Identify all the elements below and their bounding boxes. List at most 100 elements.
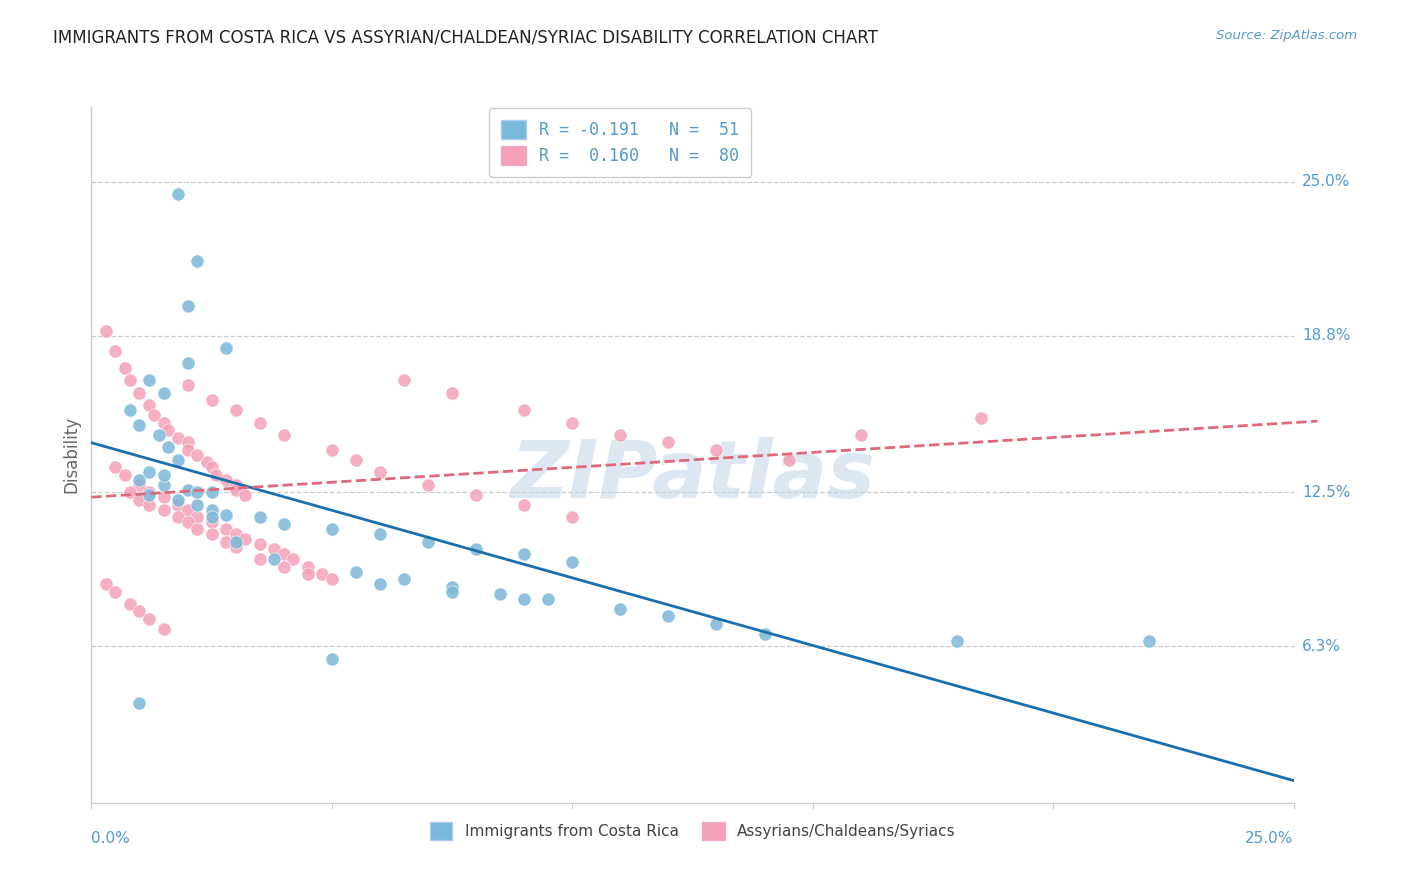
Point [195, 455, 218, 469]
Point [104, 584, 127, 599]
Point [273, 559, 295, 574]
Point [201, 485, 224, 500]
Point [186, 498, 208, 512]
Point [186, 448, 208, 462]
Point [609, 602, 631, 616]
Point [138, 488, 160, 502]
Point [311, 567, 333, 582]
Point [176, 502, 198, 516]
Point [273, 517, 295, 532]
Point [152, 467, 174, 482]
Point [1137, 634, 1160, 648]
Point [368, 527, 391, 541]
Point [513, 403, 536, 417]
Point [215, 508, 238, 522]
Point [138, 466, 160, 480]
Point [186, 510, 208, 524]
Point [537, 592, 560, 607]
Point [321, 572, 343, 586]
Text: ZIPatlas: ZIPatlas [510, 437, 875, 515]
Point [297, 559, 319, 574]
Point [440, 385, 463, 400]
Point [176, 442, 198, 457]
Point [225, 403, 247, 417]
Point [706, 616, 728, 631]
Point [176, 378, 198, 392]
Point [128, 605, 150, 619]
Point [167, 492, 190, 507]
Point [186, 254, 208, 268]
Point [186, 485, 208, 500]
Point [128, 385, 150, 400]
Point [176, 515, 198, 529]
Point [970, 410, 993, 425]
Point [152, 622, 174, 636]
Point [368, 577, 391, 591]
Point [215, 473, 238, 487]
Text: IMMIGRANTS FROM COSTA RICA VS ASSYRIAN/CHALDEAN/SYRIAC DISABILITY CORRELATION CH: IMMIGRANTS FROM COSTA RICA VS ASSYRIAN/C… [53, 29, 879, 46]
Point [249, 510, 271, 524]
Point [167, 510, 190, 524]
Point [148, 428, 170, 442]
Point [225, 477, 247, 491]
Point [201, 460, 224, 475]
Point [946, 634, 969, 648]
Point [138, 612, 160, 626]
Point [225, 483, 247, 497]
Point [440, 580, 463, 594]
Point [167, 431, 190, 445]
Point [138, 498, 160, 512]
Point [283, 552, 305, 566]
Point [344, 453, 367, 467]
Point [128, 418, 150, 433]
Legend: Immigrants from Costa Rica, Assyrians/Chaldeans/Syriacs: Immigrants from Costa Rica, Assyrians/Ch… [422, 814, 963, 847]
Point [152, 502, 174, 516]
Point [754, 627, 776, 641]
Point [273, 428, 295, 442]
Point [118, 485, 141, 500]
Point [706, 442, 728, 457]
Point [205, 467, 228, 482]
Point [167, 498, 190, 512]
Point [128, 697, 150, 711]
Point [657, 609, 679, 624]
Point [215, 535, 238, 549]
Point [128, 492, 150, 507]
Point [118, 597, 141, 611]
Point [263, 542, 285, 557]
Point [344, 565, 367, 579]
Point [201, 510, 224, 524]
Point [167, 453, 190, 467]
Point [225, 535, 247, 549]
Point [561, 510, 583, 524]
Point [142, 408, 165, 422]
Point [440, 584, 463, 599]
Point [657, 435, 679, 450]
Point [233, 533, 256, 547]
Point [416, 535, 439, 549]
Point [465, 542, 488, 557]
Point [201, 502, 224, 516]
Point [263, 552, 285, 566]
Point [215, 341, 238, 355]
Point [489, 587, 512, 601]
Text: 0.0%: 0.0% [91, 830, 131, 846]
Text: Source: ZipAtlas.com: Source: ZipAtlas.com [1216, 29, 1357, 42]
Point [114, 361, 136, 376]
Text: 25.0%: 25.0% [1302, 174, 1350, 189]
Point [176, 356, 198, 370]
Y-axis label: Disability: Disability [62, 417, 80, 493]
Point [152, 477, 174, 491]
Point [186, 523, 208, 537]
Point [392, 373, 415, 387]
Point [118, 373, 141, 387]
Text: 12.5%: 12.5% [1302, 484, 1350, 500]
Point [561, 555, 583, 569]
Point [157, 441, 180, 455]
Point [321, 651, 343, 665]
Point [138, 398, 160, 412]
Point [249, 416, 271, 430]
Point [118, 403, 141, 417]
Point [138, 373, 160, 387]
Point [249, 537, 271, 551]
